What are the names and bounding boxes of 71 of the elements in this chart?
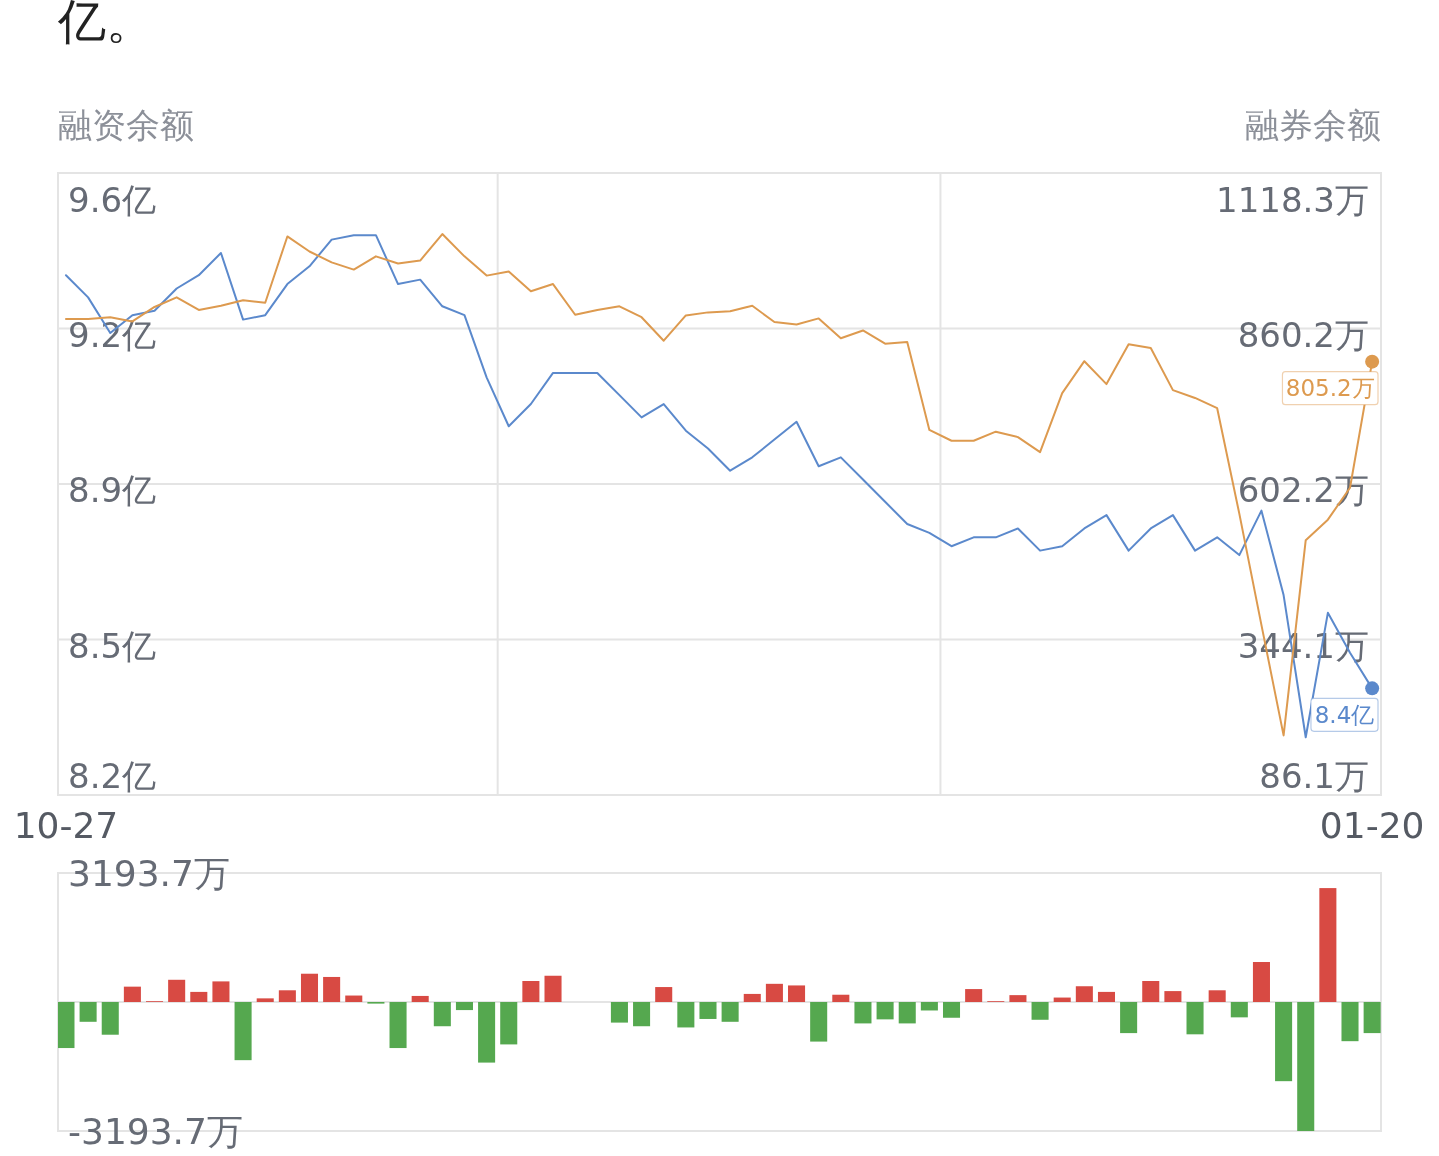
y-tick-label: 8.2亿 — [68, 756, 157, 797]
bar — [721, 1002, 739, 1022]
bar — [323, 976, 341, 1002]
bar — [920, 1002, 938, 1011]
bar — [411, 995, 429, 1002]
bar — [1341, 1002, 1359, 1042]
bar — [1120, 1002, 1138, 1034]
y-tick-label: 3193.7万 — [68, 852, 230, 894]
bar — [1097, 991, 1116, 1002]
bar — [876, 1002, 894, 1020]
bar — [278, 990, 296, 1002]
bar — [633, 1002, 651, 1027]
bar — [898, 1002, 916, 1024]
y-tick-label: 9.2亿 — [68, 314, 157, 355]
bar — [1230, 1002, 1248, 1018]
bar — [1164, 991, 1182, 1002]
bar — [765, 983, 783, 1002]
bar — [101, 1002, 119, 1035]
bar — [345, 995, 363, 1002]
bar — [810, 1002, 828, 1042]
bar — [79, 1002, 97, 1022]
bar — [478, 1002, 496, 1063]
bar — [1075, 986, 1093, 1002]
bar — [1009, 995, 1027, 1002]
bar — [123, 986, 141, 1002]
bar — [544, 975, 562, 1002]
bar — [234, 1002, 252, 1061]
bar — [743, 993, 761, 1002]
x-tick-label: 10-27 — [13, 804, 119, 846]
bar — [699, 1002, 717, 1019]
bar — [655, 987, 673, 1002]
bar — [168, 979, 186, 1002]
bar — [1208, 990, 1226, 1002]
bar — [1319, 888, 1337, 1002]
bar — [212, 981, 230, 1002]
bar — [832, 994, 850, 1002]
y2-tick-label: 860.2万 — [1237, 314, 1369, 355]
bar — [1186, 1002, 1204, 1035]
bar — [1275, 1002, 1293, 1082]
bar — [942, 1002, 961, 1018]
y2-tick-label: 86.1万 — [1259, 756, 1369, 797]
bar — [1297, 1002, 1315, 1131]
bar — [58, 1002, 75, 1049]
bar — [1363, 1002, 1381, 1034]
y-tick-label: 8.5亿 — [68, 625, 157, 666]
bar — [433, 1002, 451, 1027]
bar — [190, 991, 208, 1002]
bar — [610, 1002, 628, 1023]
bar — [300, 973, 319, 1002]
y2-axis-title: 融券余额 — [1245, 105, 1381, 145]
y-axis-title: 融资余额 — [58, 105, 194, 145]
data-label: 8.4亿 — [1314, 701, 1375, 728]
y-tick-label: -3193.7万 — [68, 1110, 243, 1152]
y-tick-label: 8.9亿 — [68, 470, 157, 510]
bar — [389, 1002, 407, 1049]
text: 亿。 — [57, 0, 154, 49]
bar — [854, 1002, 872, 1024]
bar — [522, 981, 540, 1002]
bar — [1142, 981, 1160, 1002]
bar — [1031, 1002, 1049, 1020]
bar — [788, 985, 806, 1002]
y2-tick-label: 1118.3万 — [1216, 180, 1369, 221]
bar — [965, 989, 983, 1002]
bar — [500, 1002, 518, 1045]
data-label: 805.2万 — [1285, 375, 1375, 402]
y-tick-label: 9.6亿 — [68, 180, 157, 221]
bar — [677, 1002, 695, 1028]
bar — [1252, 962, 1270, 1002]
x-tick-label: 01-20 — [1319, 804, 1425, 846]
bar — [256, 998, 274, 1002]
bar — [455, 1002, 473, 1011]
